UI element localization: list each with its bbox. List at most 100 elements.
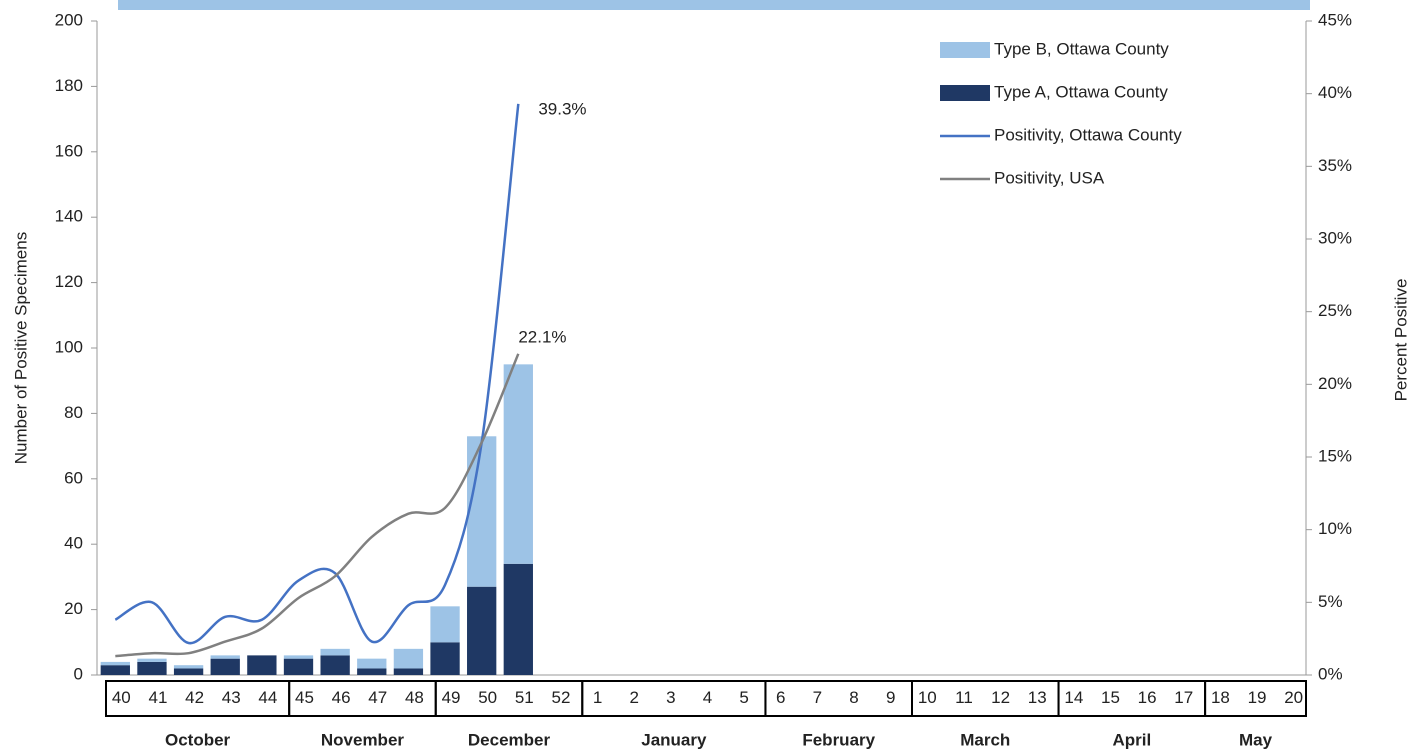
- line: [115, 353, 520, 658]
- bar: [137, 658, 167, 662]
- month-label: October: [165, 730, 231, 749]
- bar: [503, 364, 533, 564]
- x-tick-label: 49: [442, 688, 461, 707]
- month-label: November: [321, 730, 405, 749]
- x-tick-label: 20: [1284, 688, 1303, 707]
- x-tick-label: 46: [332, 688, 351, 707]
- month-label: May: [1239, 730, 1273, 749]
- x-tick-label: 15: [1101, 688, 1120, 707]
- bar: [503, 563, 533, 675]
- bar: [320, 655, 350, 675]
- month-label: December: [468, 730, 551, 749]
- x-tick-label: 7: [813, 688, 822, 707]
- y-tick-label: 200: [55, 10, 83, 29]
- x-tick-label: 9: [886, 688, 895, 707]
- x-tick-label: 17: [1174, 688, 1193, 707]
- x-tick-label: 1: [593, 688, 602, 707]
- bar: [137, 661, 167, 675]
- x-tick-label: 6: [776, 688, 785, 707]
- x-tick-label: 11: [955, 688, 973, 707]
- x-tick-label: 10: [918, 688, 937, 707]
- x-tick-label: 14: [1064, 688, 1083, 707]
- x-tick-label: 18: [1211, 688, 1230, 707]
- y-tick-label: 100: [55, 337, 83, 356]
- x-tick-label: 2: [629, 688, 638, 707]
- y-tick-label: 180: [55, 76, 83, 95]
- bar: [283, 655, 314, 659]
- y-tick-label: 40: [64, 534, 83, 553]
- bar: [173, 665, 204, 669]
- x-tick-label: 43: [222, 688, 241, 707]
- x-tick-label: 44: [258, 688, 277, 707]
- x-tick-label: 50: [478, 688, 497, 707]
- month-label: January: [641, 730, 707, 749]
- bar: [430, 642, 460, 675]
- month-label: February: [802, 730, 875, 749]
- x-tick-label: 52: [551, 688, 570, 707]
- month-label: March: [960, 730, 1010, 749]
- bar: [430, 606, 460, 643]
- y-tick-label: 20: [64, 599, 83, 618]
- x-tick-label: 48: [405, 688, 424, 707]
- y-tick-label: 0: [74, 664, 83, 683]
- bar: [247, 655, 277, 675]
- bar: [393, 648, 424, 669]
- legend-label: Type A, Ottawa County: [994, 82, 1168, 101]
- bar: [393, 668, 424, 675]
- bar: [467, 436, 497, 587]
- y2-tick-label: 35%: [1318, 156, 1352, 175]
- bar: [173, 668, 204, 675]
- y2-tick-label: 10%: [1318, 519, 1352, 538]
- y2-tick-label: 25%: [1318, 301, 1352, 320]
- y-tick-label: 80: [64, 403, 83, 422]
- bar: [320, 648, 350, 656]
- x-tick-label: 41: [148, 688, 167, 707]
- legend-label: Positivity, Ottawa County: [994, 125, 1182, 144]
- x-tick-label: 16: [1138, 688, 1157, 707]
- y2-axis-title: Percent Positive: [1391, 279, 1410, 402]
- month-box: [1204, 680, 1308, 717]
- x-tick-label: 51: [515, 688, 534, 707]
- x-tick-label: 47: [368, 688, 387, 707]
- y2-tick-label: 30%: [1318, 228, 1352, 247]
- legend-swatch: [940, 42, 990, 58]
- month-label: April: [1112, 730, 1151, 749]
- x-tick-label: 42: [185, 688, 204, 707]
- bar: [357, 658, 387, 669]
- legend-label: Type B, Ottawa County: [994, 39, 1169, 58]
- x-tick-label: 3: [666, 688, 675, 707]
- y2-tick-label: 20%: [1318, 374, 1352, 393]
- title-bar: [118, 0, 1310, 10]
- y2-tick-label: 45%: [1318, 10, 1352, 29]
- bar: [210, 655, 240, 659]
- y-tick-label: 160: [55, 141, 83, 160]
- x-tick-label: 19: [1248, 688, 1267, 707]
- x-tick-label: 5: [739, 688, 748, 707]
- line: [114, 103, 520, 645]
- data-label: 22.1%: [518, 327, 566, 346]
- y2-tick-label: 40%: [1318, 83, 1352, 102]
- bar: [467, 586, 497, 675]
- y-tick-label: 120: [55, 272, 83, 291]
- bar: [357, 668, 387, 675]
- x-tick-label: 40: [112, 688, 131, 707]
- x-tick-label: 45: [295, 688, 314, 707]
- y-tick-label: 140: [55, 207, 83, 226]
- bar: [100, 665, 130, 675]
- bar: [210, 658, 240, 675]
- bar: [283, 658, 314, 675]
- y-tick-label: 60: [64, 468, 83, 487]
- x-tick-label: 12: [991, 688, 1010, 707]
- y2-tick-label: 0%: [1318, 664, 1343, 683]
- data-label: 39.3%: [538, 99, 586, 118]
- legend-label: Positivity, USA: [994, 168, 1105, 187]
- bar: [100, 661, 130, 666]
- legend-swatch: [940, 85, 990, 101]
- x-tick-label: 8: [849, 688, 858, 707]
- y2-tick-label: 15%: [1318, 446, 1352, 465]
- x-tick-label: 4: [703, 688, 712, 707]
- x-tick-label: 13: [1028, 688, 1047, 707]
- y-axis-title: Number of Positive Specimens: [11, 232, 30, 464]
- y2-tick-label: 5%: [1318, 592, 1343, 611]
